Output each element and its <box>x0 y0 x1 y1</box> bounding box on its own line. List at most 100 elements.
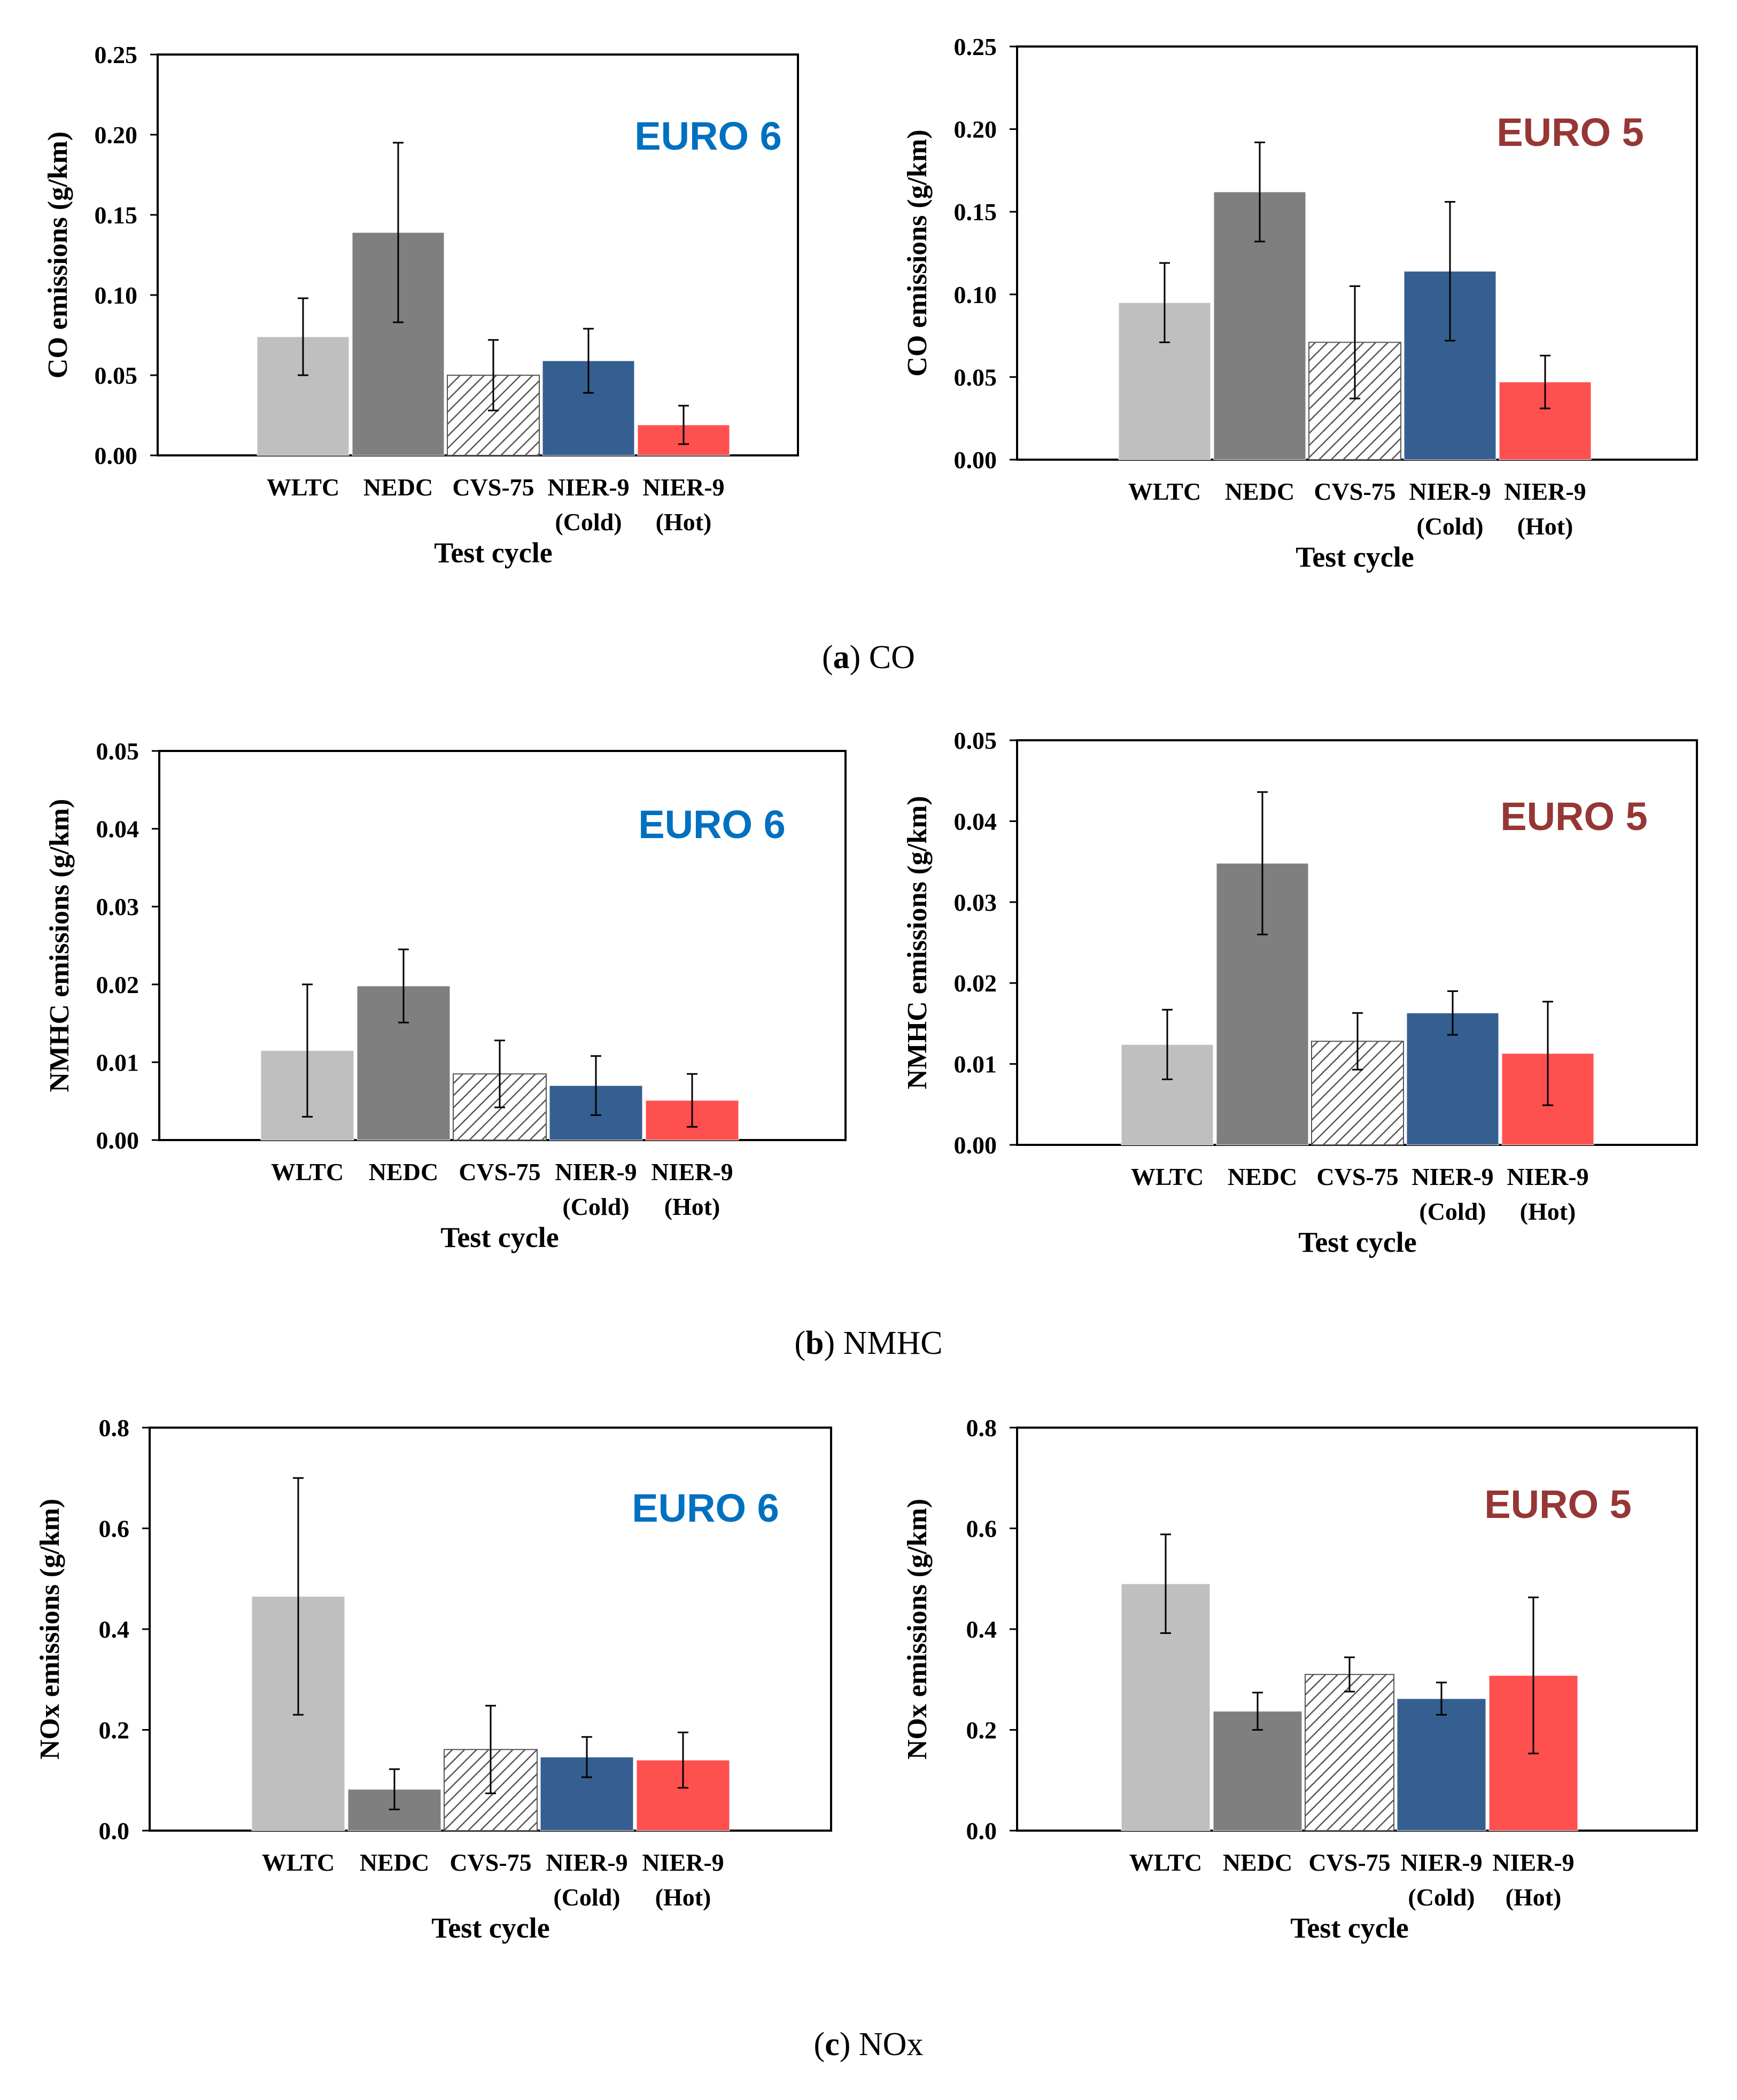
x-tick-label: NIER-9 <box>547 474 629 501</box>
x-tick-label: NEDC <box>1228 1163 1297 1190</box>
x-tick-label: (Cold) <box>555 508 622 536</box>
x-tick-label: NIER-9 <box>1504 478 1586 505</box>
x-tick-label: (Cold) <box>1416 513 1483 540</box>
chart-title: EURO 6 <box>638 802 786 847</box>
y-tick-label: 0.15 <box>95 202 138 229</box>
bar-nier-9-cold- <box>1397 1698 1486 1831</box>
y-tick-label: 0.6 <box>99 1515 130 1543</box>
caption-b: (b) NMHC <box>794 1325 943 1361</box>
y-tick-label: 0.25 <box>95 41 138 68</box>
x-tick-label: NEDC <box>363 474 433 501</box>
x-tick-label: NEDC <box>369 1158 438 1185</box>
x-tick-label: CVS-75 <box>459 1158 540 1185</box>
y-axis-label: NMHC emissions (g/km) <box>44 799 75 1092</box>
x-tick-label: (Cold) <box>562 1193 629 1220</box>
x-tick-label: NIER-9 <box>546 1849 627 1876</box>
x-tick-label: (Cold) <box>553 1884 620 1911</box>
y-tick-label: 0.05 <box>96 738 139 765</box>
y-tick-label: 0.20 <box>954 116 997 143</box>
chart-nox-euro6: 0.0 0.2 0.4 0.6 0.8 NOx emissions (g/km) WLTC N… <box>35 1414 832 1944</box>
x-tick-label: CVS-75 <box>452 474 534 501</box>
y-tick-label: 0.20 <box>95 121 138 149</box>
bar-cvs-75 <box>1305 1673 1394 1831</box>
y-tick-label: 0.2 <box>966 1717 997 1744</box>
y-tick-label: 0.2 <box>99 1717 130 1744</box>
y-tick-label: 0.01 <box>954 1051 997 1078</box>
x-axis-label: Test cycle <box>1298 1226 1416 1258</box>
chart-nmhc-euro5: 0.00 0.01 0.02 0.03 0.04 0.05 NMHC emissions (… <box>902 727 1698 1258</box>
x-tick-label: NIER-9 <box>555 1158 637 1185</box>
x-tick-label: (Hot) <box>664 1193 720 1220</box>
chart-title: EURO 5 <box>1500 794 1648 839</box>
y-tick-label: 0.02 <box>954 970 997 997</box>
x-tick-label: NIER-9 <box>1492 1849 1574 1876</box>
x-tick-label: NEDC <box>1225 478 1294 505</box>
y-tick-label: 0.15 <box>954 198 997 226</box>
chart-nmhc-euro6: 0.00 0.01 0.02 0.03 0.04 0.05 NMHC emissions (… <box>44 738 847 1253</box>
x-tick-label: (Cold) <box>1408 1884 1475 1911</box>
x-tick-label: (Hot) <box>1517 513 1573 540</box>
y-tick-label: 0.00 <box>954 446 997 474</box>
y-tick-label: 0.10 <box>954 281 997 308</box>
y-tick-label: 0.05 <box>95 362 138 389</box>
x-tick-label: NIER-9 <box>1400 1849 1482 1876</box>
x-tick-label: (Hot) <box>656 508 712 536</box>
chart-title: EURO 6 <box>634 114 782 158</box>
x-tick-label: WLTC <box>1128 478 1201 505</box>
y-tick-label: 0.05 <box>954 363 997 391</box>
y-tick-label: 0.0 <box>966 1817 997 1845</box>
y-axis-label: NOx emissions (g/km) <box>35 1499 65 1760</box>
x-tick-label: CVS-75 <box>449 1849 531 1876</box>
chart-title: EURO 6 <box>632 1486 779 1530</box>
y-tick-label: 0.00 <box>95 442 138 469</box>
y-tick-label: 0.4 <box>99 1616 130 1643</box>
y-axis-label: CO emissions (g/km) <box>43 131 73 378</box>
y-tick-label: 0.4 <box>966 1616 997 1643</box>
x-tick-label: WLTC <box>271 1158 344 1185</box>
y-tick-label: 0.00 <box>954 1132 997 1159</box>
x-tick-label: WLTC <box>1131 1163 1204 1190</box>
x-axis-label: Test cycle <box>434 537 552 569</box>
chart-co-euro6: 0.00 0.05 0.10 0.15 0.20 0.25 CO emissions (g/… <box>43 41 799 569</box>
x-tick-label: NIER-9 <box>642 1849 724 1876</box>
x-tick-label: NIER-9 <box>642 474 724 501</box>
x-axis-label: Test cycle <box>440 1221 559 1253</box>
x-tick-label: WLTC <box>262 1849 335 1876</box>
bar-nedc <box>1213 1711 1302 1831</box>
x-axis-label: Test cycle <box>1290 1912 1408 1944</box>
x-tick-label: (Hot) <box>655 1884 711 1911</box>
y-tick-label: 0.00 <box>96 1127 139 1154</box>
y-tick-label: 0.02 <box>96 971 139 998</box>
x-tick-label: CVS-75 <box>1314 478 1395 505</box>
y-tick-label: 0.10 <box>95 282 138 309</box>
x-tick-label: NIER-9 <box>1507 1163 1588 1190</box>
chart-nox-euro5: 0.0 0.2 0.4 0.6 0.8 NOx emissions (g/km) WLTC N… <box>902 1414 1698 1944</box>
y-tick-label: 0.8 <box>99 1414 130 1442</box>
x-tick-label: NIER-9 <box>1412 1163 1493 1190</box>
y-tick-label: 0.05 <box>954 727 997 754</box>
x-tick-label: NIER-9 <box>1409 478 1491 505</box>
x-tick-label: (Hot) <box>1520 1198 1576 1225</box>
chart-co-euro5: 0.00 0.05 0.10 0.15 0.20 0.25 CO emissions (g/… <box>902 33 1698 573</box>
y-axis-label: CO emissions (g/km) <box>902 129 933 376</box>
y-tick-label: 0.04 <box>954 808 997 835</box>
x-tick-label: NEDC <box>1223 1849 1292 1876</box>
x-tick-label: (Hot) <box>1506 1884 1562 1911</box>
y-tick-label: 0.04 <box>96 816 139 843</box>
x-tick-label: WLTC <box>267 474 339 501</box>
y-tick-label: 0.25 <box>954 33 997 60</box>
caption-c: (c) NOx <box>813 2026 924 2063</box>
caption-a: (a) CO <box>822 639 915 676</box>
chart-title: EURO 5 <box>1496 110 1644 154</box>
x-tick-label: NIER-9 <box>651 1158 733 1185</box>
y-axis-label: NOx emissions (g/km) <box>902 1499 933 1760</box>
y-axis-label: NMHC emissions (g/km) <box>902 796 933 1089</box>
x-axis-label: Test cycle <box>1296 541 1414 573</box>
x-tick-label: NEDC <box>360 1849 429 1876</box>
chart-title: EURO 5 <box>1484 1482 1632 1526</box>
x-tick-label: WLTC <box>1129 1849 1202 1876</box>
y-tick-label: 0.6 <box>966 1515 997 1543</box>
y-tick-label: 0.01 <box>96 1049 139 1076</box>
y-tick-label: 0.0 <box>99 1817 130 1845</box>
x-tick-label: (Cold) <box>1419 1198 1486 1225</box>
